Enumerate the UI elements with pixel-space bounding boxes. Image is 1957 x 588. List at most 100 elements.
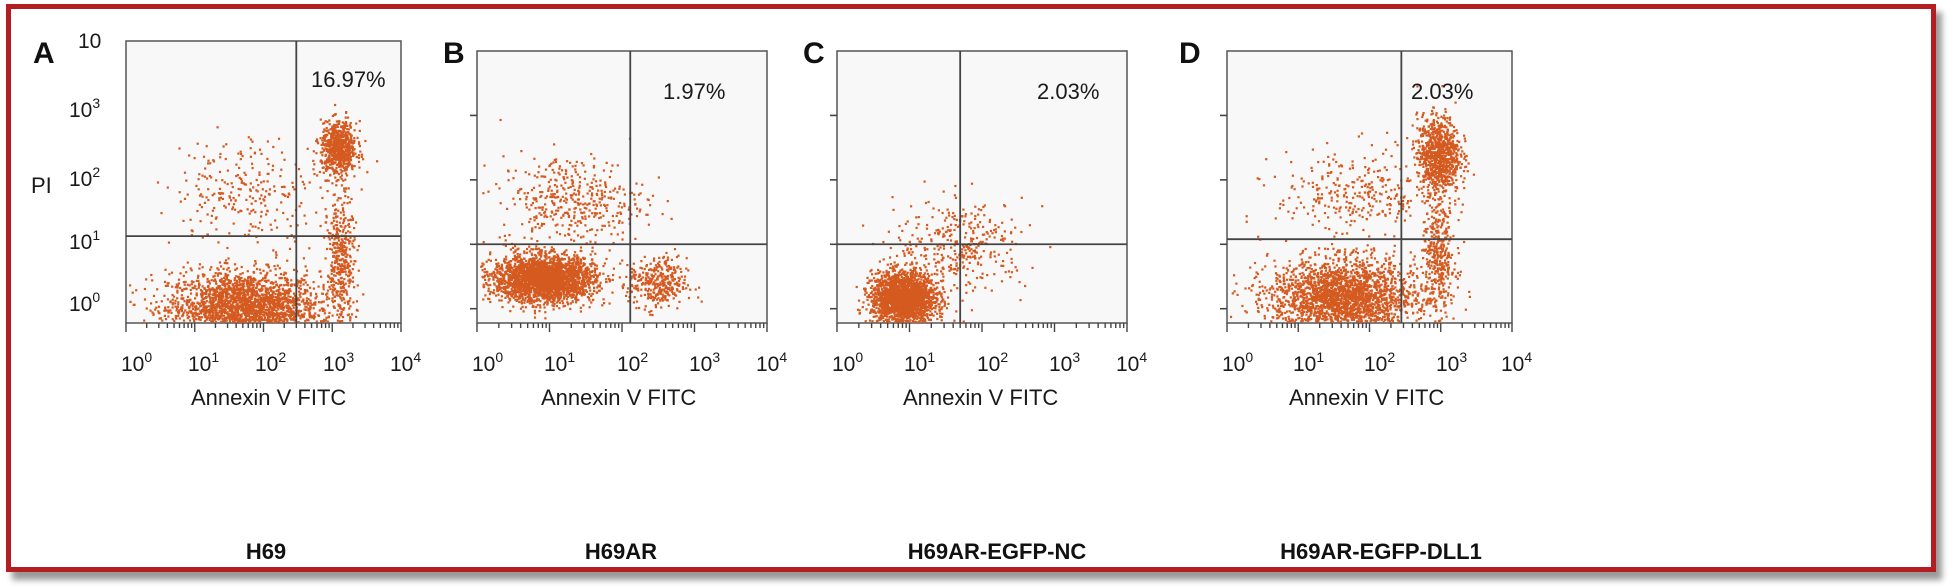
data-point — [220, 265, 223, 268]
data-point — [266, 287, 269, 290]
data-point — [291, 301, 294, 304]
data-point — [268, 193, 271, 196]
data-point — [351, 245, 354, 248]
data-point — [276, 297, 279, 300]
data-point — [595, 279, 598, 282]
data-point — [322, 300, 325, 303]
data-point — [329, 145, 332, 148]
data-point — [340, 299, 343, 302]
data-point — [271, 293, 274, 296]
data-point — [341, 316, 345, 319]
data-point — [593, 271, 597, 274]
data-point — [143, 319, 146, 322]
data-point — [312, 150, 315, 153]
data-point — [556, 300, 560, 303]
data-point — [611, 278, 614, 281]
data-point — [562, 286, 565, 290]
data-point — [507, 263, 511, 266]
data-point — [533, 312, 537, 315]
data-point — [312, 168, 315, 171]
data-point — [258, 197, 261, 200]
data-point — [177, 314, 180, 317]
data-point — [333, 128, 336, 131]
data-point — [175, 307, 179, 310]
data-point — [357, 269, 360, 272]
data-point — [343, 126, 347, 129]
data-point — [533, 309, 536, 312]
data-point — [603, 302, 606, 305]
data-point — [489, 291, 492, 294]
data-point — [331, 130, 334, 133]
data-point — [301, 316, 304, 319]
data-point — [342, 248, 345, 251]
data-point — [234, 301, 237, 304]
data-point — [188, 284, 191, 287]
data-point — [340, 149, 344, 152]
data-point — [304, 292, 307, 295]
data-point — [337, 143, 340, 146]
data-point — [204, 167, 207, 170]
data-point — [511, 285, 514, 288]
data-point — [487, 284, 490, 287]
data-point — [247, 136, 250, 139]
data-point — [223, 316, 226, 320]
data-point — [514, 298, 517, 301]
data-point — [330, 161, 333, 164]
data-point — [334, 176, 337, 179]
data-point — [267, 292, 270, 295]
data-point — [211, 303, 214, 306]
data-point — [284, 279, 287, 282]
data-point — [489, 259, 492, 262]
data-point — [530, 291, 533, 294]
data-point — [343, 283, 346, 286]
data-point — [338, 164, 341, 168]
data-point — [210, 266, 213, 269]
data-point — [338, 304, 341, 307]
data-point — [293, 301, 296, 304]
data-point — [352, 263, 355, 266]
data-point — [227, 266, 230, 270]
data-point — [286, 278, 289, 281]
data-point — [289, 225, 292, 228]
data-point — [339, 250, 342, 253]
data-point — [307, 301, 310, 304]
data-point — [234, 199, 237, 202]
data-point — [600, 287, 603, 290]
data-point — [317, 285, 320, 288]
data-point — [593, 289, 596, 293]
data-point — [262, 308, 265, 311]
data-point — [154, 308, 157, 311]
data-point — [325, 165, 328, 168]
data-point — [231, 308, 234, 312]
data-point — [498, 282, 501, 285]
data-point — [349, 159, 353, 162]
data-point — [279, 273, 283, 276]
data-point — [576, 298, 579, 302]
data-point — [215, 282, 218, 285]
data-point — [271, 302, 274, 305]
data-point — [328, 160, 331, 163]
data-point — [189, 288, 192, 292]
data-point — [129, 300, 132, 303]
data-point — [240, 180, 244, 183]
data-point — [330, 236, 333, 239]
data-point — [344, 124, 347, 127]
data-point — [224, 295, 227, 298]
data-point — [271, 169, 274, 172]
data-point — [346, 253, 349, 256]
data-point — [229, 286, 232, 289]
data-point — [240, 301, 243, 304]
data-point — [561, 289, 564, 292]
data-point — [252, 294, 256, 297]
data-point — [213, 192, 216, 195]
data-point — [350, 147, 353, 150]
data-point — [327, 131, 330, 134]
data-point — [189, 267, 192, 270]
data-point — [218, 311, 221, 314]
data-point — [288, 247, 292, 250]
data-point — [532, 265, 535, 268]
data-point — [215, 310, 218, 313]
data-point — [157, 310, 160, 313]
data-point — [348, 139, 351, 142]
data-point — [318, 170, 322, 174]
